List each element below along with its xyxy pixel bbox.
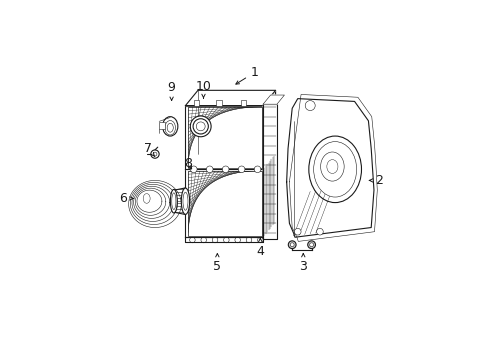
Bar — [188, 171, 261, 236]
Text: 6: 6 — [119, 192, 133, 205]
Ellipse shape — [181, 188, 189, 214]
Circle shape — [189, 237, 195, 243]
Text: 4: 4 — [256, 238, 264, 258]
Ellipse shape — [171, 193, 176, 210]
Text: 5: 5 — [213, 253, 221, 273]
Polygon shape — [185, 169, 263, 237]
Circle shape — [234, 237, 240, 243]
Text: 9: 9 — [167, 81, 175, 100]
Ellipse shape — [167, 123, 173, 132]
Circle shape — [254, 166, 260, 173]
Ellipse shape — [170, 189, 177, 213]
Text: 3: 3 — [299, 253, 306, 273]
Bar — [216, 100, 221, 105]
Bar — [193, 100, 199, 105]
Bar — [159, 122, 165, 129]
Circle shape — [307, 241, 315, 249]
Ellipse shape — [163, 117, 178, 136]
Ellipse shape — [164, 121, 175, 135]
Circle shape — [257, 237, 263, 243]
Polygon shape — [263, 154, 275, 237]
Polygon shape — [263, 104, 276, 239]
Ellipse shape — [326, 159, 337, 174]
Circle shape — [305, 100, 315, 111]
Bar — [188, 107, 261, 168]
Circle shape — [294, 228, 301, 235]
Ellipse shape — [190, 116, 211, 137]
Bar — [241, 100, 246, 105]
Circle shape — [206, 166, 213, 173]
Polygon shape — [286, 99, 373, 237]
Polygon shape — [263, 90, 275, 169]
Text: 8: 8 — [184, 157, 192, 170]
Ellipse shape — [313, 141, 356, 197]
Ellipse shape — [183, 192, 187, 210]
Text: 2: 2 — [368, 174, 383, 187]
Circle shape — [309, 243, 313, 247]
Circle shape — [316, 228, 323, 235]
Circle shape — [150, 150, 159, 158]
Ellipse shape — [196, 122, 205, 131]
Text: 1: 1 — [235, 66, 258, 84]
Polygon shape — [263, 95, 284, 104]
Circle shape — [288, 241, 295, 249]
Ellipse shape — [320, 152, 344, 181]
Ellipse shape — [193, 119, 208, 134]
Ellipse shape — [308, 136, 361, 203]
Circle shape — [190, 166, 197, 173]
Ellipse shape — [143, 194, 150, 203]
Polygon shape — [185, 90, 275, 105]
Circle shape — [153, 152, 157, 156]
Text: 7: 7 — [144, 142, 155, 157]
Circle shape — [223, 237, 229, 243]
Circle shape — [201, 237, 206, 243]
Polygon shape — [185, 105, 263, 169]
Circle shape — [238, 166, 244, 173]
Circle shape — [246, 237, 251, 243]
Circle shape — [290, 243, 293, 247]
Circle shape — [212, 237, 217, 243]
Circle shape — [222, 166, 228, 173]
Text: 10: 10 — [195, 80, 211, 98]
